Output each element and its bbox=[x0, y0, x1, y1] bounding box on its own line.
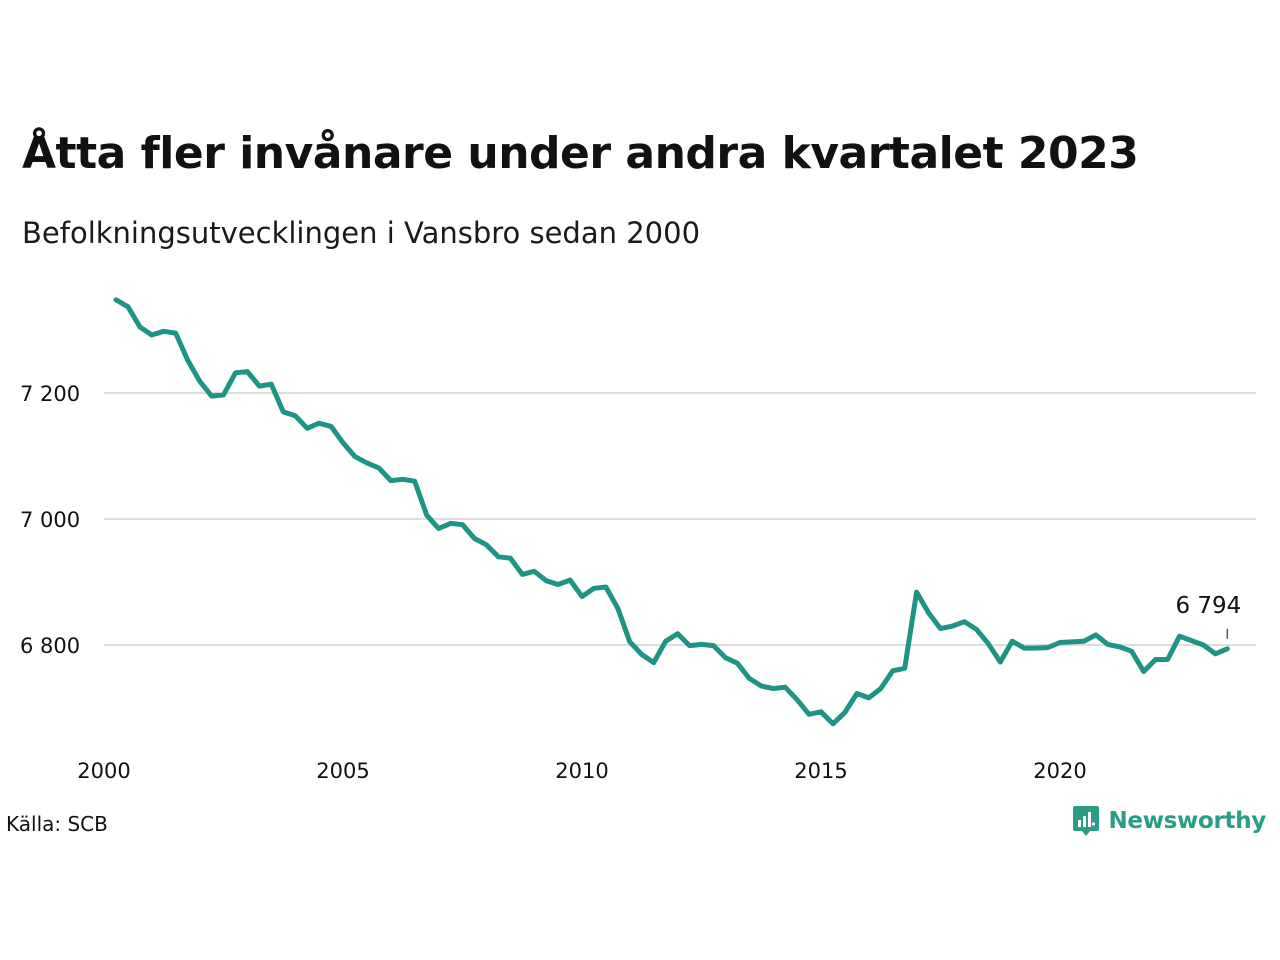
x-tick-label: 2005 bbox=[316, 759, 369, 783]
x-tick-label: 2010 bbox=[555, 759, 608, 783]
y-tick-label: 7 000 bbox=[20, 508, 80, 532]
brand-name: Newsworthy bbox=[1108, 808, 1266, 834]
x-axis-tick-labels: 2000 2005 2010 2015 2020 bbox=[77, 759, 1086, 783]
end-value-label: 6 794 bbox=[1175, 593, 1241, 619]
newsworthy-logo-icon bbox=[1073, 806, 1100, 836]
y-tick-label: 6 800 bbox=[20, 634, 80, 658]
source-note: Källa: SCB bbox=[6, 812, 108, 836]
series-line-layer bbox=[113, 297, 1230, 727]
x-tick-label: 2015 bbox=[794, 759, 847, 783]
population-line bbox=[113, 297, 1230, 727]
y-axis-tick-labels: 6 800 7 000 7 200 bbox=[20, 382, 80, 658]
chart-subtitle: Befolkningsutvecklingen i Vansbro sedan … bbox=[22, 216, 701, 250]
y-tick-label: 7 200 bbox=[20, 382, 80, 406]
chart-title: Åtta fler invånare under andra kvartalet… bbox=[22, 128, 1139, 179]
brand-logo[interactable]: Newsworthy bbox=[1072, 804, 1266, 838]
x-tick-label: 2020 bbox=[1033, 759, 1086, 783]
end-annotation: 6 794 bbox=[1175, 593, 1241, 639]
x-tick-label: 2000 bbox=[77, 759, 130, 783]
grid-lines bbox=[104, 392, 1256, 646]
